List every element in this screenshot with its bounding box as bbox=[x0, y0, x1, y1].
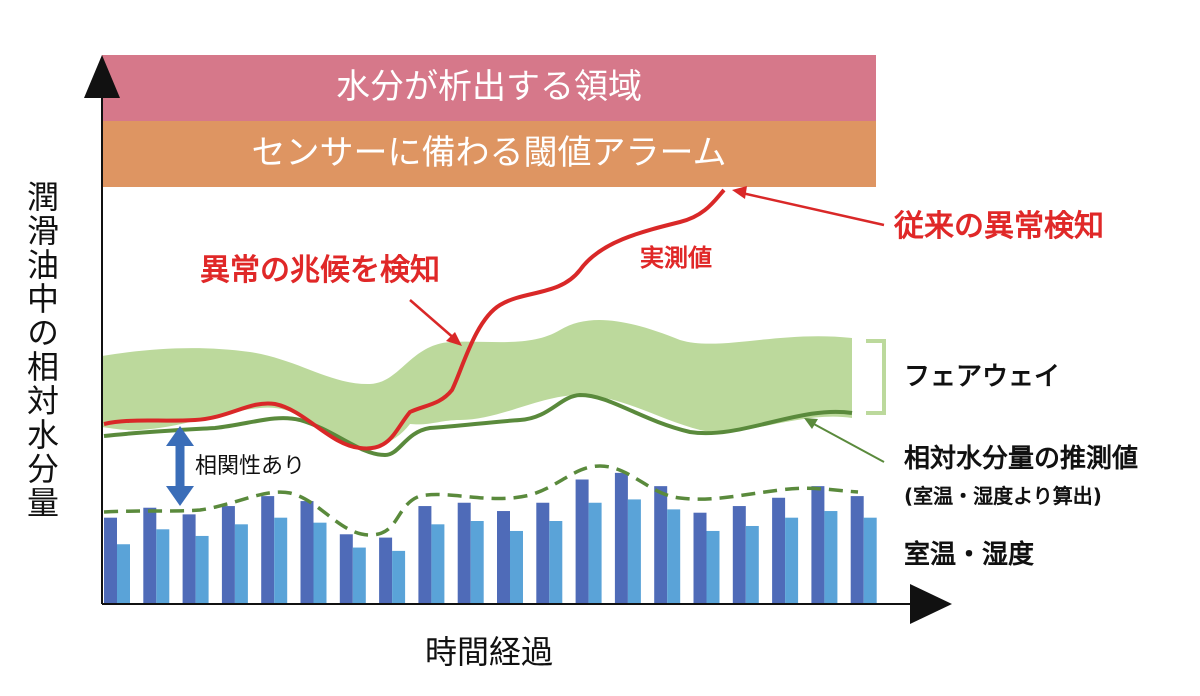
early-anomaly-label: 異常の兆候を検知 bbox=[200, 253, 440, 288]
estimated-value-line bbox=[103, 392, 853, 458]
fairway-bracket bbox=[866, 339, 886, 415]
estimate-arrowhead bbox=[804, 418, 818, 429]
bar-dark bbox=[182, 514, 196, 604]
y-axis-arrowhead bbox=[84, 55, 120, 98]
bar-light bbox=[785, 517, 799, 604]
bar-dark bbox=[143, 507, 157, 604]
bar-dark bbox=[575, 479, 589, 604]
bar-light bbox=[745, 525, 759, 604]
estimate-pointer bbox=[811, 422, 885, 463]
bar-dark bbox=[536, 502, 550, 604]
conventional-detection-arrowhead bbox=[732, 186, 747, 199]
estimated-value-label: 相対水分量の推測値 bbox=[904, 444, 1139, 474]
bar-dark bbox=[300, 501, 314, 604]
bar-light bbox=[234, 524, 248, 604]
x-axis-label: 時間経過 bbox=[425, 633, 554, 671]
bar-light bbox=[549, 521, 563, 604]
bar-light bbox=[627, 499, 641, 604]
bar-light bbox=[195, 535, 209, 604]
conventional-detection-pointer bbox=[741, 191, 885, 227]
moisture-precipitation-band bbox=[102, 55, 876, 121]
bar-dark bbox=[339, 534, 353, 604]
bar-light bbox=[824, 511, 838, 604]
correlation-arrowhead-down bbox=[166, 486, 194, 506]
bar-dark bbox=[693, 512, 707, 604]
bar-dark bbox=[811, 486, 825, 604]
bar-dark bbox=[732, 506, 746, 604]
bar-light bbox=[274, 517, 288, 604]
bar-light bbox=[313, 522, 327, 604]
bar-dark bbox=[379, 537, 393, 604]
threshold-alarm-band bbox=[102, 121, 876, 187]
y-axis-label: 潤滑油中の相対水分量 bbox=[22, 180, 60, 520]
bar-light bbox=[667, 509, 681, 604]
correlation-label: 相関性あり bbox=[195, 454, 306, 479]
early-detection-pointer bbox=[409, 299, 457, 341]
conventional-anomaly-label: 従来の異常検知 bbox=[894, 209, 1104, 244]
temperature-humidity-bars bbox=[104, 472, 877, 604]
bar-light bbox=[588, 502, 602, 604]
bar-dark bbox=[418, 506, 432, 604]
threshold-alarm-band-label: センサーに備わる閾値アラーム bbox=[251, 133, 727, 173]
temp-humidity-label: 室温・湿度 bbox=[904, 540, 1035, 570]
bar-light bbox=[117, 544, 130, 604]
fairway-label: フェアウェイ bbox=[904, 362, 1061, 392]
bar-light bbox=[431, 524, 445, 604]
bar-dark bbox=[772, 497, 786, 604]
bar-dark bbox=[850, 496, 864, 604]
bar-dark bbox=[654, 486, 668, 604]
x-axis-arrowhead bbox=[910, 584, 952, 624]
early-detection-arrowhead bbox=[446, 332, 462, 346]
measured-value-label: 実測値 bbox=[640, 244, 712, 272]
correlation-arrowhead-up bbox=[166, 426, 194, 446]
measured-value-line bbox=[103, 188, 726, 451]
bar-light bbox=[863, 517, 877, 604]
moisture-precipitation-band-label: 水分が析出する領域 bbox=[336, 67, 642, 107]
bar-dark bbox=[261, 496, 275, 604]
estimated-value-note: (室温・湿度より算出) bbox=[904, 484, 1102, 508]
bar-light bbox=[706, 530, 720, 604]
bar-light bbox=[392, 550, 406, 604]
bar-dark bbox=[614, 472, 628, 604]
bar-dark bbox=[497, 511, 510, 604]
fairway-band bbox=[102, 319, 852, 448]
bar-light bbox=[510, 530, 523, 604]
bar-light bbox=[352, 547, 366, 604]
bar-dark bbox=[221, 506, 235, 604]
bar-dark bbox=[104, 517, 117, 604]
bar-light bbox=[470, 521, 484, 604]
bar-dark bbox=[457, 502, 471, 604]
bar-light bbox=[156, 529, 170, 604]
